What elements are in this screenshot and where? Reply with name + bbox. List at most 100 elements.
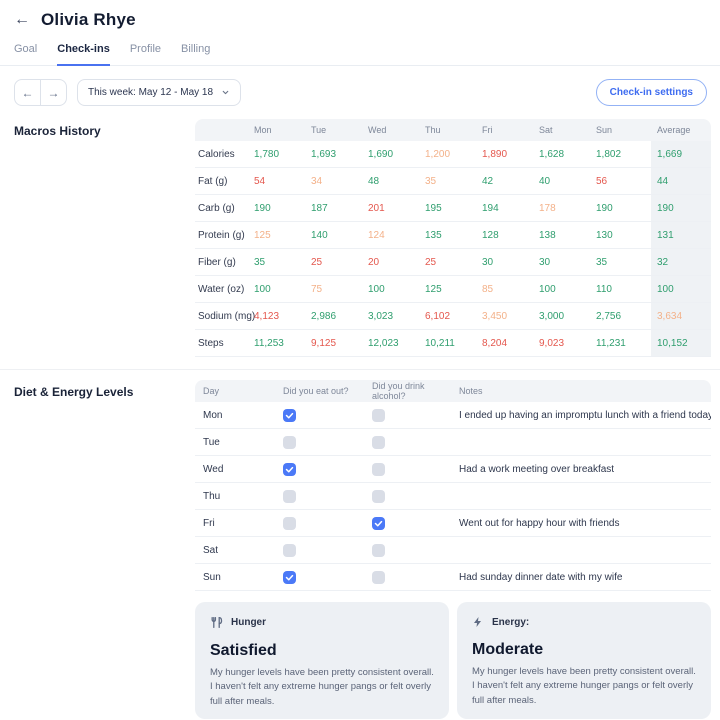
- check-icon: [285, 465, 294, 474]
- diet-column-header: Did you eat out?: [283, 386, 349, 396]
- diet-table-body: Mon I ended up having an impromptu lunch …: [195, 402, 711, 591]
- card-header: Energy:: [472, 616, 696, 628]
- alcohol-checkbox[interactable]: [372, 408, 385, 422]
- macro-value: 75: [311, 283, 323, 295]
- macro-value: 48: [368, 175, 380, 187]
- diet-table-header: Day Did you eat out? Did you drink alcohol…: [195, 380, 711, 402]
- macro-value: 12,023: [368, 337, 399, 349]
- diet-column-header: Did you drink alcohol?: [372, 381, 425, 401]
- eat-out-checkbox[interactable]: [283, 516, 296, 530]
- macros-section-title: Macros History: [14, 124, 101, 138]
- week-selector-dropdown[interactable]: This week: May 12 - May 18: [77, 79, 242, 106]
- alcohol-cell: [368, 408, 455, 422]
- eat-out-checkbox[interactable]: [283, 408, 296, 422]
- macro-value: 187: [311, 202, 328, 214]
- macro-value: 110: [596, 283, 612, 295]
- macro-value: 2,986: [311, 310, 337, 322]
- page-header: ← Olivia Rhye: [0, 0, 720, 30]
- alcohol-checkbox[interactable]: [372, 462, 385, 476]
- macro-value: 6,102: [425, 310, 451, 322]
- check-in-settings-button[interactable]: Check-in settings: [595, 79, 707, 106]
- macros-column-header: Mon: [254, 125, 272, 135]
- macro-value: 3,000: [539, 310, 565, 322]
- macro-value: 194: [482, 202, 499, 214]
- eat-out-cell: [278, 462, 368, 476]
- check-icon: [285, 573, 294, 582]
- macro-value: 1,690: [368, 148, 394, 160]
- macro-value: 40: [539, 175, 551, 187]
- eat-out-checkbox[interactable]: [283, 543, 296, 557]
- eat-out-checkbox[interactable]: [283, 462, 296, 476]
- alcohol-checkbox[interactable]: [372, 543, 385, 557]
- prev-week-button[interactable]: ←: [21, 85, 34, 100]
- macro-value: 100: [539, 283, 556, 295]
- section-divider: [0, 369, 720, 370]
- macro-value: 25: [425, 256, 437, 268]
- macros-column-header: Sun: [596, 125, 613, 135]
- macro-value: 25: [311, 256, 323, 268]
- macros-section: Macros History Mon Tue Wed Thu Fri Sat Sun Aver…: [0, 119, 720, 357]
- macros-table-header: Mon Tue Wed Thu Fri Sat Sun Average: [195, 119, 711, 141]
- back-icon[interactable]: ←: [14, 11, 30, 28]
- macro-value: 190: [596, 202, 613, 214]
- macro-value: 135: [425, 229, 442, 241]
- diet-day-label: Tue: [203, 436, 220, 448]
- macro-value: 30: [482, 256, 494, 268]
- tab-check-ins[interactable]: Check-ins: [57, 39, 110, 66]
- diet-column-header: Day: [203, 386, 220, 396]
- alcohol-cell: [368, 462, 455, 476]
- alcohol-checkbox[interactable]: [372, 516, 385, 530]
- macros-column-header: Fri: [482, 125, 493, 135]
- macro-value: 35: [254, 256, 266, 268]
- tab-goal[interactable]: Goal: [14, 43, 38, 55]
- macro-row-label: Water (oz): [198, 283, 245, 295]
- macro-value: 3,450: [482, 310, 508, 322]
- macro-value: 190: [254, 202, 271, 214]
- tab-billing[interactable]: Billing: [181, 43, 211, 55]
- diet-table-row: Mon I ended up having an impromptu lunch …: [195, 402, 711, 429]
- diet-table-row: Tue: [195, 429, 711, 456]
- macros-column-header: Wed: [368, 125, 387, 135]
- alcohol-checkbox[interactable]: [372, 570, 385, 584]
- eat-out-checkbox[interactable]: [283, 570, 296, 584]
- eat-out-checkbox[interactable]: [283, 489, 296, 503]
- diet-notes: Had sunday dinner date with my wife: [459, 571, 623, 583]
- macro-average-value: 131: [651, 222, 711, 248]
- macro-value: 20: [368, 256, 380, 268]
- macro-value: 2,756: [596, 310, 622, 322]
- eat-out-cell: [278, 408, 368, 422]
- diet-table-row: Thu: [195, 483, 711, 510]
- diet-day-label: Mon: [203, 409, 223, 421]
- macros-table-row: Sodium (mg) 4,123 2,986 3,023 6,102 3,450 3,00…: [195, 303, 711, 330]
- macros-table-body: Calories 1,780 1,693 1,690 1,200 1,890 1,628 1,…: [195, 141, 711, 357]
- macro-row-label: Sodium (mg): [198, 310, 256, 322]
- macros-table-row: Steps 11,253 9,125 12,023 10,211 8,204 9,023 11…: [195, 330, 711, 357]
- eat-out-cell: [278, 570, 368, 584]
- macro-value: 124: [368, 229, 385, 241]
- check-icon: [374, 519, 383, 528]
- macro-value: 178: [539, 202, 556, 214]
- macro-value: 3,023: [368, 310, 394, 322]
- card-description: My hunger levels have been pretty consis…: [472, 666, 696, 706]
- eat-out-checkbox[interactable]: [283, 435, 296, 449]
- next-week-button[interactable]: →: [40, 80, 66, 105]
- diet-table-row: Sun Had sunday dinner date with my wife: [195, 564, 711, 591]
- macro-average-value: 44: [651, 168, 711, 194]
- diet-notes: Had a work meeting over breakfast: [459, 463, 615, 475]
- macros-table: Mon Tue Wed Thu Fri Sat Sun Average Calories 1,7…: [195, 119, 711, 357]
- macro-value: 35: [425, 175, 437, 187]
- macro-value: 140: [311, 229, 328, 241]
- macro-value: 56: [596, 175, 608, 187]
- macros-table-row: Fiber (g) 35 25 20 25 30 30 35 32: [195, 249, 711, 276]
- alcohol-checkbox[interactable]: [372, 489, 385, 503]
- macro-value: 11,231: [596, 337, 626, 349]
- alcohol-checkbox[interactable]: [372, 435, 385, 449]
- diet-day-label: Sat: [203, 544, 219, 556]
- lightning-icon: [472, 616, 484, 628]
- macro-average-value: 190: [651, 195, 711, 221]
- macro-row-label: Carb (g): [198, 202, 235, 214]
- macros-column-header: Average: [657, 125, 691, 135]
- macro-value: 11,253: [254, 337, 284, 349]
- hunger-card: Hunger Satisfied My hunger levels have bee…: [195, 602, 449, 719]
- tab-profile[interactable]: Profile: [129, 43, 162, 55]
